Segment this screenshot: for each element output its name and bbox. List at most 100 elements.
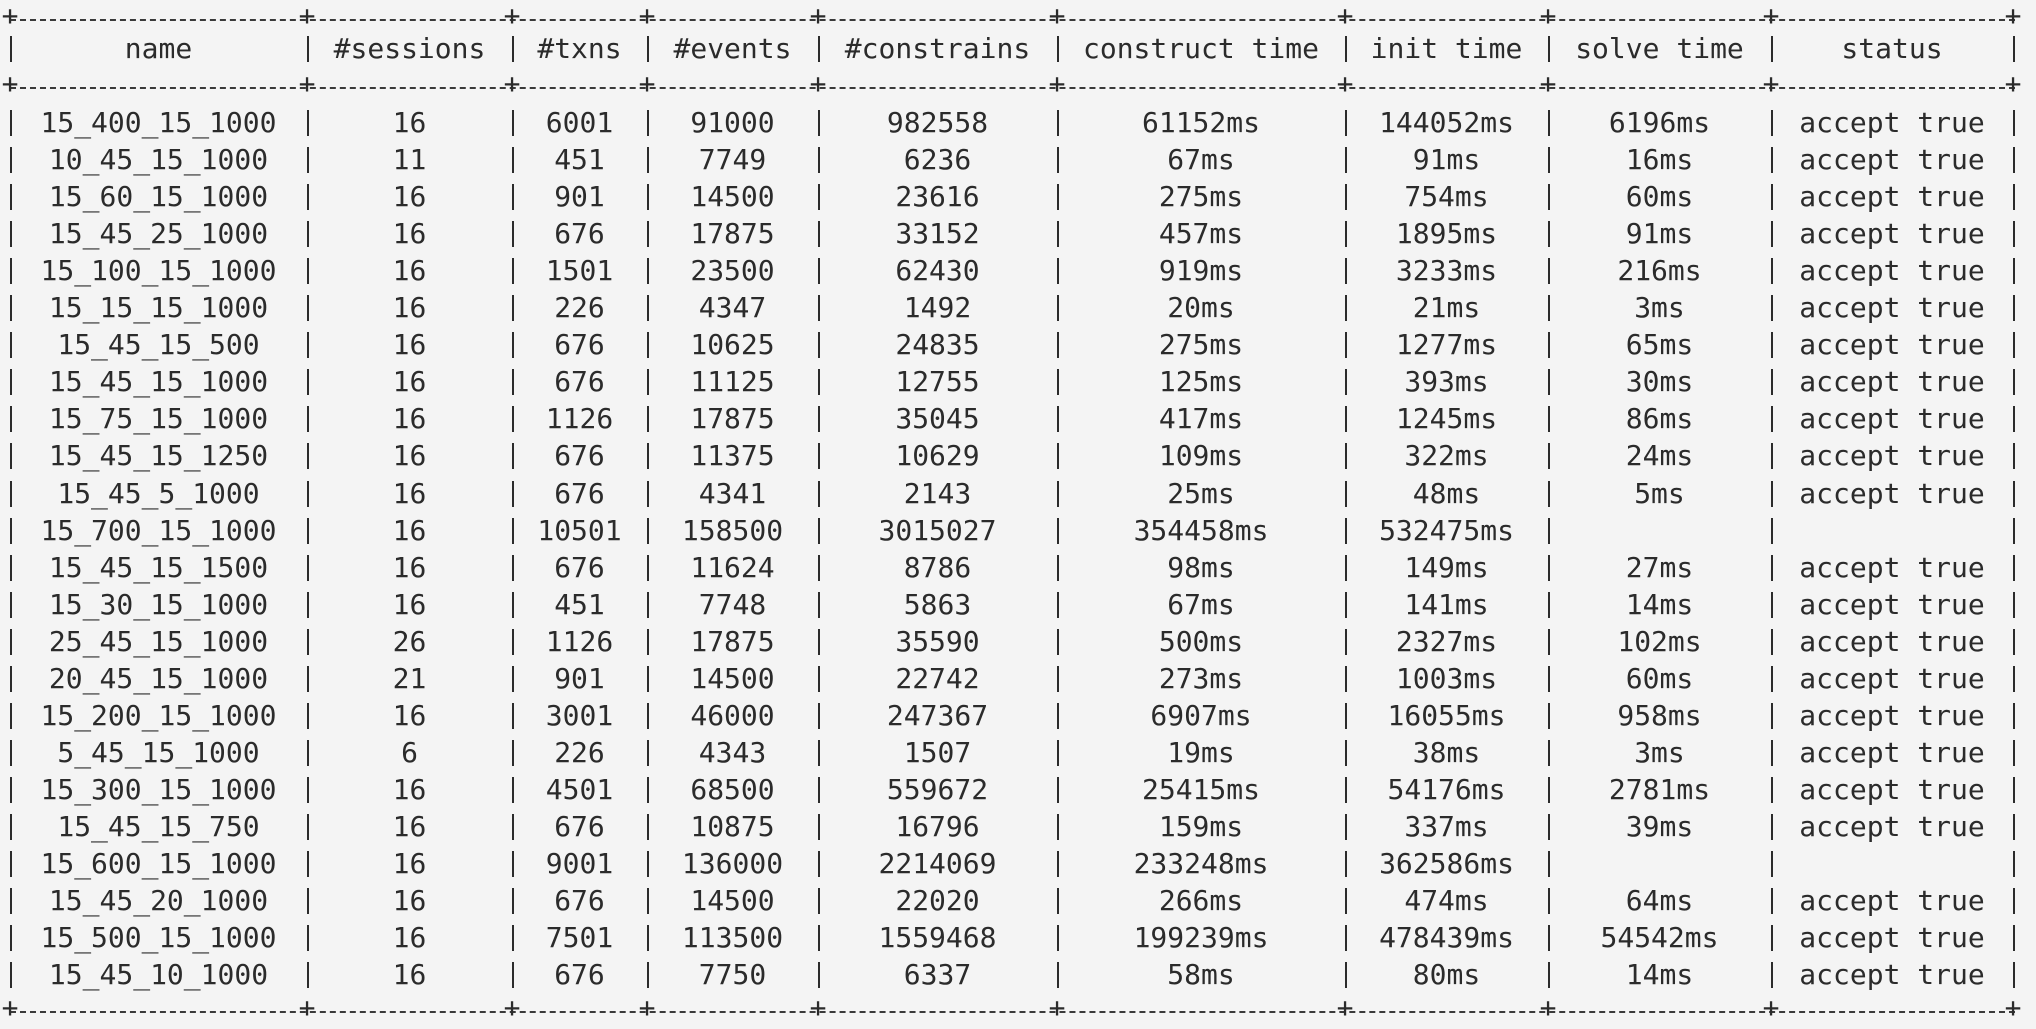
table-cell: 10_45_15_1000 [48,143,269,177]
column-separator [818,258,820,285]
column-separator [10,369,12,396]
table-cell: 11375 [690,439,775,473]
column-separator [2013,776,2015,803]
table-cell: 676 [554,217,605,251]
column-separator [1771,258,1773,285]
table-cell: 17875 [690,402,775,436]
table-cell: 1126 [545,624,614,658]
table-cell: 16 [392,180,427,214]
column-separator [307,962,309,989]
column-separator [512,813,514,840]
table-cell: accept true [1799,698,1985,732]
border-corner: + [638,67,656,100]
column-separator [307,554,309,581]
column-separator [1771,888,1773,915]
table-cell: accept true [1799,884,1985,918]
table-cell: 559672 [886,772,989,806]
column-separator [1548,554,1550,581]
column-separator [1057,258,1059,285]
table-row: 15_300_15_1000 16 4501 68500 559672 25415ms 54… [0,771,2020,808]
table-cell: 1245ms [1395,402,1498,436]
table-cell: 60ms [1625,661,1694,695]
column-separator [1771,702,1773,729]
table-row: 15_45_15_750 16 676 10875 16796 159ms 337ms 39m… [0,808,2020,845]
table-cell: 16 [392,884,427,918]
table-cell: accept true [1799,661,1985,695]
column-separator [647,813,649,840]
table-cell: 5863 [903,587,972,621]
table-cell: 982558 [886,106,989,139]
table-cell: 60ms [1625,180,1694,214]
table-cell: accept true [1799,550,1985,584]
border-corner: + [1539,67,1557,100]
column-separator [1057,591,1059,618]
table-cell: accept true [1799,624,1985,658]
column-separator [307,517,309,544]
column-separator [818,739,820,766]
table-cell: 676 [554,476,605,510]
column-separator [307,110,309,136]
column-separator [1345,36,1347,62]
column-separator [1345,110,1347,136]
table-cell: 4343 [698,735,767,769]
table-cell: 65ms [1625,328,1694,362]
column-separator [307,591,309,618]
table-cell: 6 [401,735,418,769]
column-separator [10,702,12,729]
border-corner: + [298,67,316,100]
table-header-border: + + + + + + + + + + [2,67,2022,105]
table-cell: accept true [1799,106,1985,139]
column-separator [10,554,12,581]
table-cell: 4347 [698,291,767,325]
table-cell: 393ms [1404,365,1489,399]
table-cell: 15_600_15_1000 [40,847,277,880]
column-separator [512,480,514,507]
table-row: 15_100_15_1000 16 1501 23500 62430 919ms 3233m… [0,252,2020,289]
column-separator [1057,925,1059,952]
border-corner: + [1762,0,1780,32]
table-cell: 15_45_15_500 [57,328,260,362]
column-separator [512,888,514,915]
table-cell: 275ms [1158,180,1244,214]
table-cell: 451 [554,587,605,621]
column-separator [2013,443,2015,470]
table-cell: 14500 [690,884,775,918]
table-cell: 6001 [545,106,614,139]
table-cell: 46000 [690,698,775,732]
column-separator [512,332,514,359]
column-separator [647,665,649,692]
column-separator [647,36,649,62]
table-cell: 19ms [1167,735,1235,769]
table-cell: 16 [392,402,427,436]
column-separator [1057,628,1059,655]
column-separator [647,591,649,618]
column-separator [1345,554,1347,581]
column-separator [2013,406,2015,433]
column-separator [647,147,649,174]
table-cell: 17875 [690,217,775,251]
table-cell: 247367 [886,698,989,732]
table-cell: 54176ms [1387,772,1506,806]
table-cell: 68500 [690,772,775,806]
table-cell: 61152ms [1141,106,1260,139]
border-rule [10,1010,2015,1013]
column-separator [1345,776,1347,803]
border-corner: + [1336,991,1354,1024]
table-cell: 15_400_15_1000 [40,106,277,139]
table-cell: 15_45_15_1500 [48,550,269,584]
table-cell: 226 [554,291,605,325]
table-cell: 676 [554,809,605,843]
table-cell: accept true [1799,958,1985,992]
column-separator [1771,554,1773,581]
column-separator [2013,591,2015,618]
table-cell: 16 [392,513,427,547]
table-cell: 15_45_25_1000 [48,217,269,251]
table-cell: 14ms [1625,958,1694,992]
column-separator [10,628,12,655]
column-separator [647,851,649,877]
table-cell: 91ms [1412,143,1481,177]
column-separator [10,665,12,692]
column-separator [1548,480,1550,507]
column-separator [1548,369,1550,396]
table-cell: 6907ms [1150,698,1252,732]
